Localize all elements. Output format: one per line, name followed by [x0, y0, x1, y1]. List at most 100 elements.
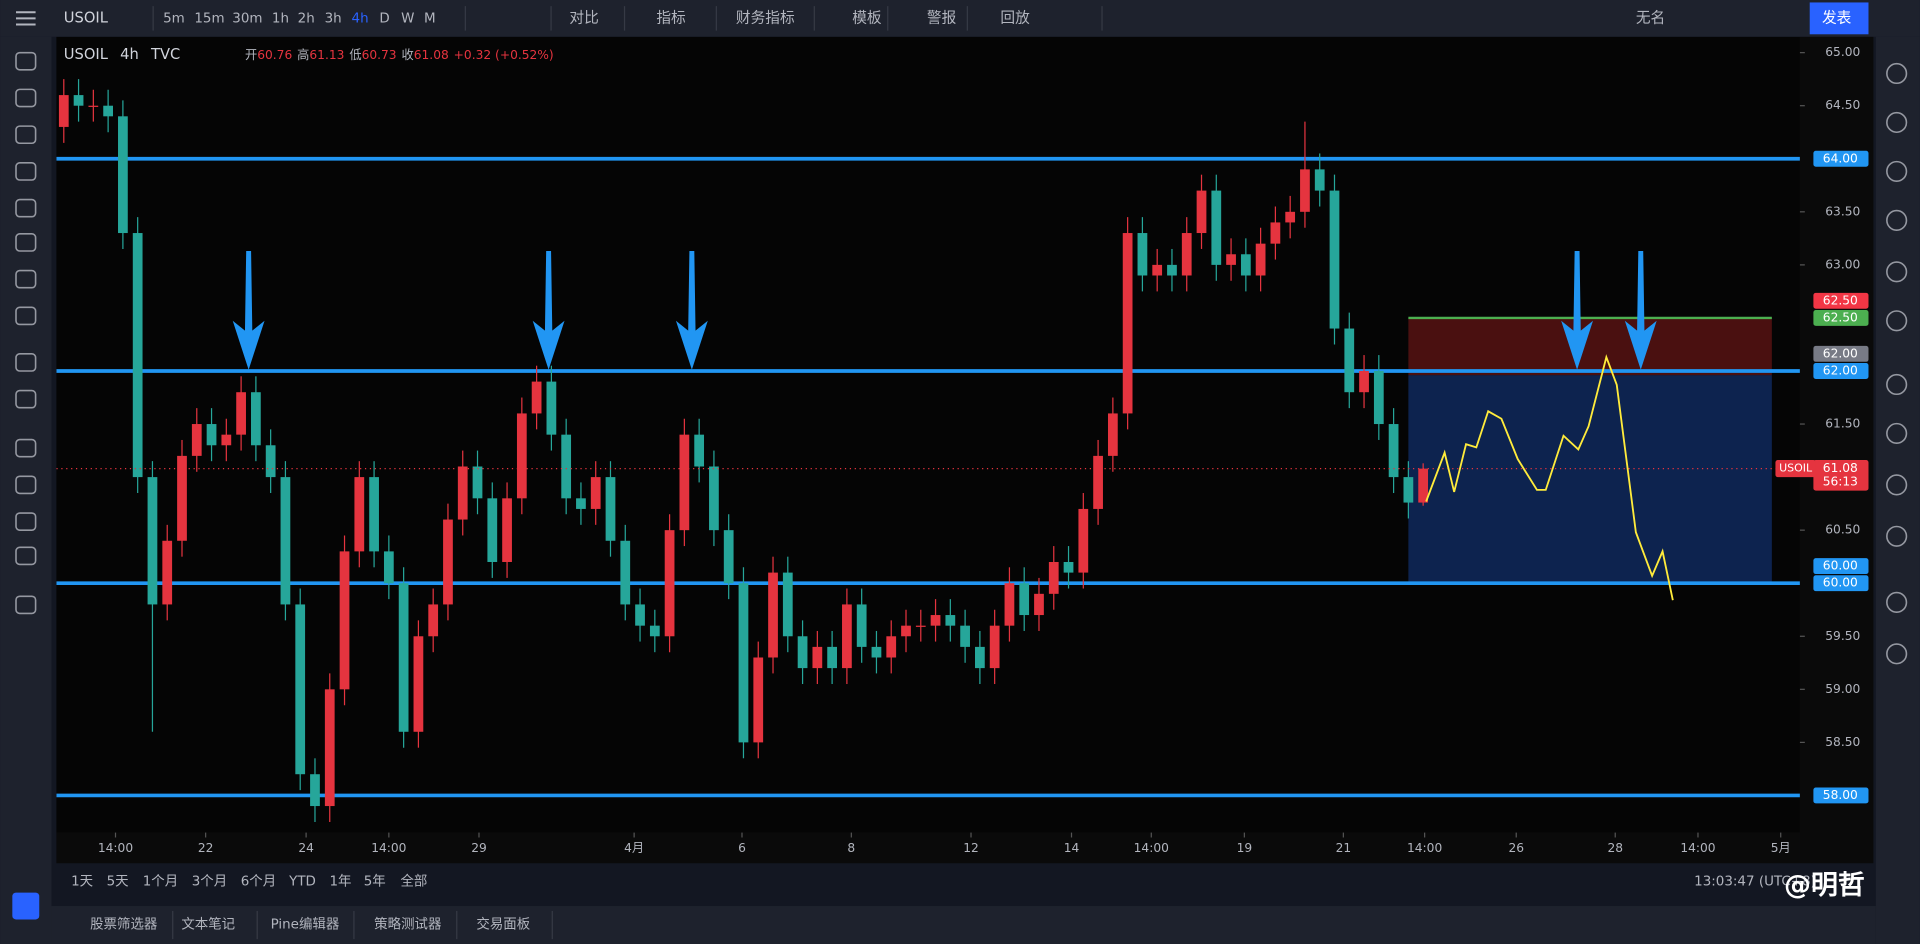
toolbar-button[interactable]: 财务指标: [736, 9, 795, 26]
sidebar-icon[interactable]: [1886, 525, 1908, 547]
range-button[interactable]: 1年: [329, 874, 351, 890]
publish-button[interactable]: [1809, 2, 1869, 35]
symbol[interactable]: USOIL: [64, 9, 109, 26]
tool-icon[interactable]: [15, 438, 37, 458]
x-tick-label: 19: [1237, 841, 1253, 855]
tool-icon[interactable]: [15, 233, 37, 252]
candle: [383, 535, 394, 600]
sidebar-icon[interactable]: [1886, 160, 1908, 183]
sidebar-icon[interactable]: [1886, 261, 1908, 283]
bottom-tab[interactable]: Pine编辑器: [271, 916, 340, 932]
candle-body: [975, 646, 985, 669]
legend-interval: 4h: [120, 46, 139, 63]
candle-body: [1388, 424, 1399, 478]
tool-icon[interactable]: [15, 162, 37, 181]
candle: [221, 418, 232, 462]
range-button[interactable]: 5年: [364, 874, 386, 890]
candle-body: [1122, 233, 1133, 414]
range-button[interactable]: 3个月: [192, 874, 227, 890]
sidebar-icon[interactable]: [1886, 474, 1908, 496]
watermark: @明哲: [1784, 869, 1865, 901]
sidebar-icon[interactable]: [1886, 310, 1908, 332]
tool-icon[interactable]: [15, 595, 37, 615]
menu-icon[interactable]: [15, 11, 36, 26]
sidebar-icon[interactable]: [1886, 643, 1908, 665]
arrow: [1624, 250, 1657, 370]
toolbar-button[interactable]: 模板: [852, 8, 882, 26]
tool-icon[interactable]: [15, 88, 37, 108]
candle: [797, 620, 808, 685]
candle-body: [576, 498, 586, 509]
candle-body: [1418, 468, 1429, 503]
range-button[interactable]: YTD: [288, 875, 316, 890]
candle: [723, 514, 734, 600]
candle: [73, 79, 84, 122]
tool-icon[interactable]: [15, 389, 37, 409]
tool-icon[interactable]: [15, 125, 37, 145]
interval-button[interactable]: 4h: [352, 11, 369, 26]
tool-icon[interactable]: [15, 269, 37, 289]
interval-button[interactable]: 30m: [232, 11, 262, 26]
layout-name[interactable]: 无名: [1636, 9, 1665, 26]
tool-icon[interactable]: [15, 353, 37, 372]
watchlist-button[interactable]: [12, 892, 40, 920]
interval-button[interactable]: 2h: [298, 11, 315, 26]
x-tick-label: 14: [1064, 841, 1080, 855]
candle-body: [58, 95, 69, 127]
candle: [236, 376, 246, 451]
tool-icon[interactable]: [15, 475, 37, 495]
candle: [561, 418, 572, 515]
range-button[interactable]: 1个月: [143, 874, 178, 890]
candle-body: [797, 636, 808, 669]
toolbar-button[interactable]: 对比: [569, 9, 598, 26]
candle: [177, 439, 187, 557]
toolbar-button[interactable]: 回放: [1000, 9, 1030, 26]
candle: [1300, 121, 1310, 228]
candle: [1078, 493, 1089, 589]
price-label: 62.00: [1823, 363, 1858, 377]
sidebar-icon[interactable]: [1886, 111, 1908, 134]
tool-icon[interactable]: [15, 51, 37, 71]
interval-button[interactable]: 1h: [272, 11, 289, 26]
candle: [605, 461, 616, 557]
sidebar-icon[interactable]: [1886, 591, 1908, 613]
bottom-tab[interactable]: 股票筛选器: [90, 916, 158, 932]
bottom-tab[interactable]: 文本笔记: [181, 916, 235, 932]
candle: [1167, 248, 1177, 292]
candle-body: [1078, 508, 1089, 573]
publish-label[interactable]: 发表: [1822, 9, 1852, 26]
interval-button[interactable]: 5m: [163, 11, 185, 26]
legend-source: TVC: [150, 46, 180, 63]
candle-body: [1270, 222, 1281, 244]
interval-button[interactable]: 3h: [325, 11, 342, 26]
toolbar-button[interactable]: 警报: [927, 9, 957, 26]
range-button[interactable]: 5天: [107, 875, 129, 890]
interval-button[interactable]: M: [424, 11, 436, 26]
tool-icon[interactable]: [15, 306, 37, 326]
last-price-box: [1813, 460, 1869, 491]
x-tick-label: 24: [298, 841, 314, 855]
tool-icon[interactable]: [15, 198, 37, 218]
candle-body: [1196, 190, 1207, 234]
interval-button[interactable]: 15m: [194, 11, 224, 26]
range-button[interactable]: 全部: [400, 873, 427, 890]
toolbar-button[interactable]: 指标: [656, 9, 686, 26]
sidebar-icon[interactable]: [1886, 373, 1908, 396]
range-button[interactable]: 6个月: [241, 874, 276, 890]
sidebar-icon[interactable]: [1886, 62, 1908, 85]
interval-button[interactable]: D: [379, 11, 389, 26]
bottom-tab[interactable]: 交易面板: [476, 915, 530, 932]
candle-body: [753, 657, 764, 743]
interval-button[interactable]: W: [401, 11, 414, 26]
tool-icon[interactable]: [15, 512, 37, 531]
arrow: [232, 250, 265, 370]
candle-body: [782, 572, 793, 637]
sidebar-icon[interactable]: [1886, 209, 1908, 231]
candle-body: [265, 445, 276, 478]
x-tick-label: 14:00: [98, 841, 133, 855]
sidebar-icon[interactable]: [1886, 422, 1908, 445]
candle: [295, 588, 306, 791]
tool-icon[interactable]: [15, 546, 37, 566]
bottom-tab[interactable]: 策略测试器: [374, 915, 442, 932]
range-button[interactable]: 1天: [71, 875, 93, 890]
